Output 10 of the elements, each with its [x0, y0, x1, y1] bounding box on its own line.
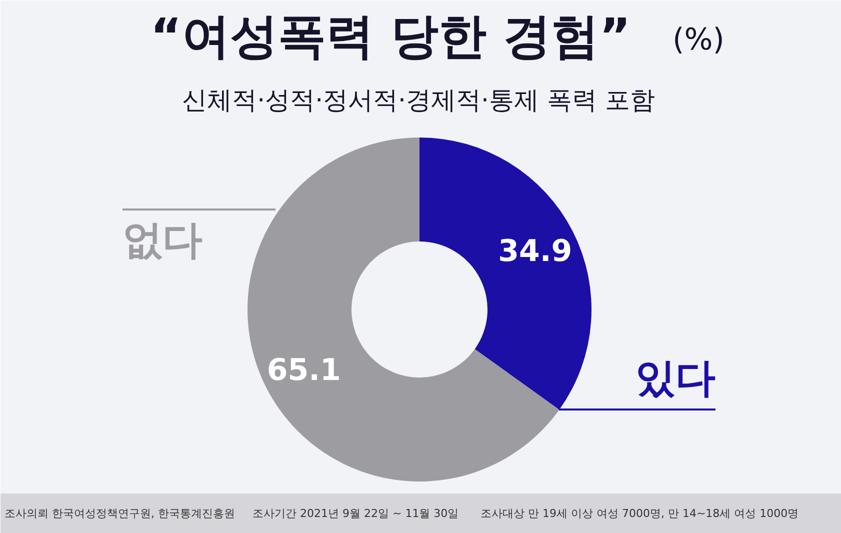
- data-label: 34.9: [498, 234, 572, 270]
- chart-title: “여성폭력 당한 경험”: [150, 8, 631, 64]
- text: 조사의뢰 한국여성정책연구원, 한국통계진흥원: [4, 507, 235, 520]
- data-label: 65.1: [266, 352, 341, 388]
- text: (%): [672, 22, 724, 58]
- slice-label: 있다: [636, 356, 716, 402]
- text: 조사대상 만 19세 이상 여성 7000명, 만 14~18세 여성 1000명: [480, 507, 799, 520]
- text: 조사기간 2021년 9월 22일 ~ 11월 30일: [252, 507, 459, 520]
- chart-subtitle: 신체적·성적·정서적·경제적·통제 폭력 포함: [182, 86, 655, 114]
- slice-label: 없다: [122, 218, 202, 264]
